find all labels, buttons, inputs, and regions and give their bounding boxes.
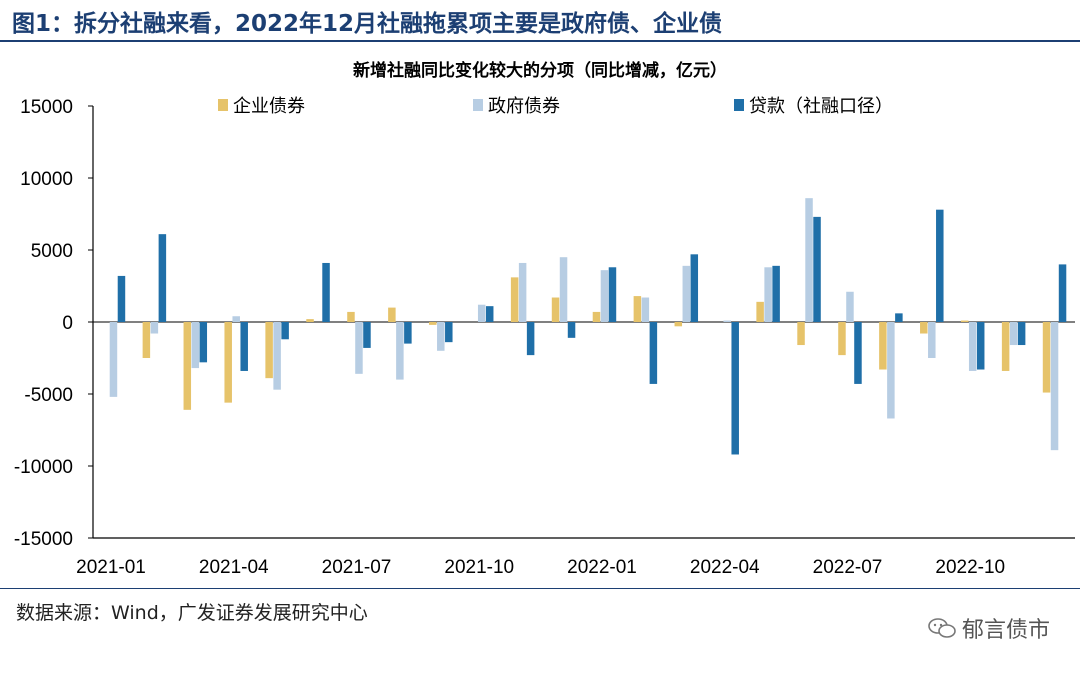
bar bbox=[567, 322, 576, 338]
bar bbox=[690, 254, 699, 322]
x-tick-label: 2022-04 bbox=[690, 557, 760, 578]
bar bbox=[306, 319, 314, 322]
bar bbox=[600, 270, 609, 322]
bar bbox=[510, 277, 519, 322]
bar bbox=[920, 322, 928, 334]
y-tick-label: -15000 bbox=[14, 529, 73, 550]
bar bbox=[559, 257, 568, 322]
bar bbox=[199, 322, 208, 363]
bar bbox=[355, 322, 363, 374]
bar bbox=[1017, 322, 1026, 346]
y-tick-label: -10000 bbox=[14, 457, 73, 478]
bar bbox=[1058, 264, 1067, 322]
bar bbox=[363, 322, 371, 348]
bar bbox=[764, 267, 772, 322]
bar bbox=[641, 297, 650, 322]
bar bbox=[968, 322, 977, 371]
source-note: 数据来源：Wind，广发证券发展研究中心 bbox=[16, 602, 368, 624]
bar bbox=[445, 322, 453, 343]
x-tick-label: 2021-01 bbox=[76, 557, 146, 578]
bar bbox=[1050, 322, 1059, 451]
bar bbox=[158, 234, 167, 322]
bar bbox=[404, 322, 412, 344]
bar bbox=[1042, 322, 1051, 393]
bar bbox=[232, 316, 240, 322]
bar bbox=[674, 322, 683, 327]
bar bbox=[633, 296, 642, 322]
bar bbox=[396, 322, 404, 380]
bar bbox=[347, 311, 355, 322]
bar bbox=[854, 322, 862, 384]
legend-label: 企业债券 bbox=[233, 96, 305, 117]
legend-swatch bbox=[734, 99, 744, 111]
legend-swatch bbox=[473, 99, 483, 111]
bar bbox=[772, 265, 780, 322]
bar bbox=[813, 216, 821, 322]
bar bbox=[437, 322, 445, 351]
bottom-rule bbox=[0, 588, 1080, 589]
bar bbox=[150, 322, 159, 334]
x-tick-label: 2021-07 bbox=[322, 557, 392, 578]
x-tick-label: 2022-07 bbox=[813, 557, 883, 578]
bar bbox=[846, 291, 854, 322]
bar bbox=[887, 322, 895, 419]
legend-label: 贷款（社融口径） bbox=[749, 96, 893, 117]
top-rule bbox=[0, 40, 1080, 42]
figure-header: 图1：拆分社融来看，2022年12月社融拖累项主要是政府债、企业债 bbox=[0, 0, 1080, 40]
bar bbox=[805, 198, 813, 322]
y-tick-label: 10000 bbox=[20, 169, 73, 190]
legend-label: 政府债券 bbox=[488, 96, 560, 117]
bar bbox=[592, 311, 601, 322]
bar bbox=[649, 322, 658, 384]
bar bbox=[429, 322, 437, 325]
bar bbox=[142, 322, 151, 358]
y-tick-label: 5000 bbox=[31, 241, 73, 262]
bar bbox=[682, 265, 691, 322]
watermark: 郁言债市 bbox=[928, 612, 1050, 644]
bar bbox=[117, 275, 126, 322]
bar bbox=[322, 262, 330, 322]
bar bbox=[109, 322, 118, 397]
bar bbox=[756, 301, 764, 322]
bar bbox=[723, 320, 731, 322]
bar bbox=[895, 313, 903, 322]
bar bbox=[960, 320, 969, 322]
y-tick-label: -5000 bbox=[24, 385, 73, 406]
bar bbox=[224, 322, 232, 403]
bar bbox=[797, 322, 805, 346]
chart-title: 新增社融同比变化较大的分项（同比增减，亿元） bbox=[353, 61, 727, 81]
bar bbox=[1001, 322, 1010, 371]
bar bbox=[838, 322, 846, 356]
bar bbox=[388, 307, 396, 322]
wechat-icon bbox=[928, 618, 956, 638]
bar bbox=[477, 304, 486, 322]
bar bbox=[240, 322, 248, 371]
bar bbox=[976, 322, 985, 370]
watermark-text: 郁言债市 bbox=[961, 618, 1050, 643]
bar bbox=[518, 262, 527, 322]
bar bbox=[551, 297, 560, 322]
bar bbox=[485, 306, 494, 322]
bar bbox=[731, 322, 739, 455]
bar bbox=[526, 322, 535, 356]
y-tick-label: 15000 bbox=[20, 97, 73, 118]
bar bbox=[1009, 322, 1018, 346]
x-tick-label: 2022-01 bbox=[567, 557, 637, 578]
x-tick-label: 2022-10 bbox=[935, 557, 1005, 578]
bar bbox=[879, 322, 887, 370]
bar bbox=[281, 322, 289, 340]
bar bbox=[265, 322, 273, 379]
x-tick-label: 2021-04 bbox=[199, 557, 269, 578]
legend-swatch bbox=[218, 99, 228, 111]
bar bbox=[191, 322, 200, 369]
x-tick-label: 2021-10 bbox=[444, 557, 514, 578]
bar bbox=[928, 322, 936, 358]
bar bbox=[936, 209, 944, 322]
bar bbox=[608, 267, 617, 322]
figure-title: 图1：拆分社融来看，2022年12月社融拖累项主要是政府债、企业债 bbox=[12, 11, 723, 37]
bar bbox=[273, 322, 281, 390]
bar bbox=[183, 322, 192, 410]
y-tick-label: 0 bbox=[62, 313, 73, 334]
